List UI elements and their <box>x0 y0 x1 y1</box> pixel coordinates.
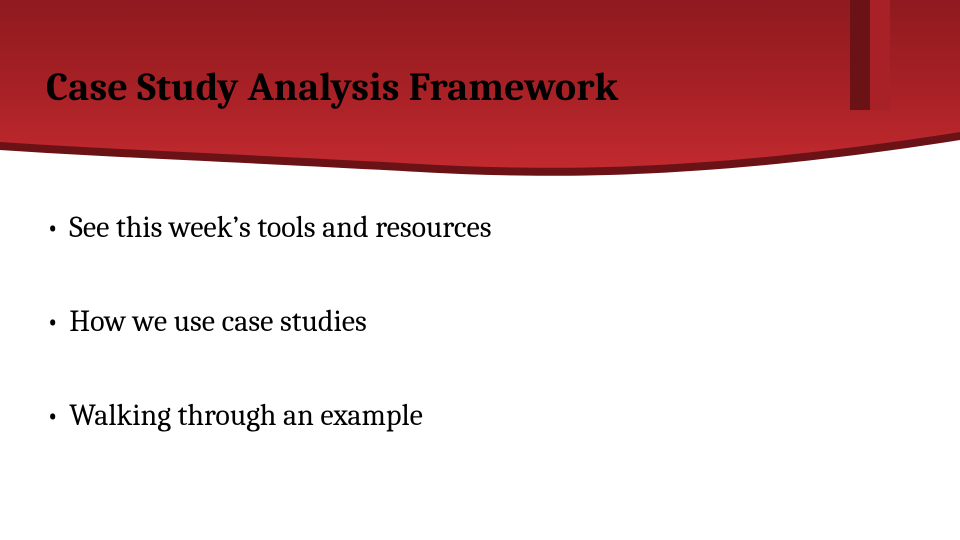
accent-tab-icon <box>850 0 890 110</box>
bullet-marker-icon: • <box>46 398 59 434</box>
header-band: Case Study Analysis Framework <box>0 0 960 180</box>
bullet-item: • Walking through an example <box>46 398 900 434</box>
bullet-item: • How we use case studies <box>46 304 900 340</box>
bullet-text: Walking through an example <box>69 398 423 434</box>
bullet-marker-icon: • <box>46 304 59 340</box>
bullet-item: • See this week’s tools and resources <box>46 210 900 246</box>
bullet-marker-icon: • <box>46 210 59 246</box>
accent-tab <box>850 0 890 110</box>
slide-title: Case Study Analysis Framework <box>46 64 618 110</box>
slide-content: • See this week’s tools and resources • … <box>46 210 900 492</box>
bullet-text: How we use case studies <box>69 304 366 340</box>
bullet-text: See this week’s tools and resources <box>69 210 491 246</box>
